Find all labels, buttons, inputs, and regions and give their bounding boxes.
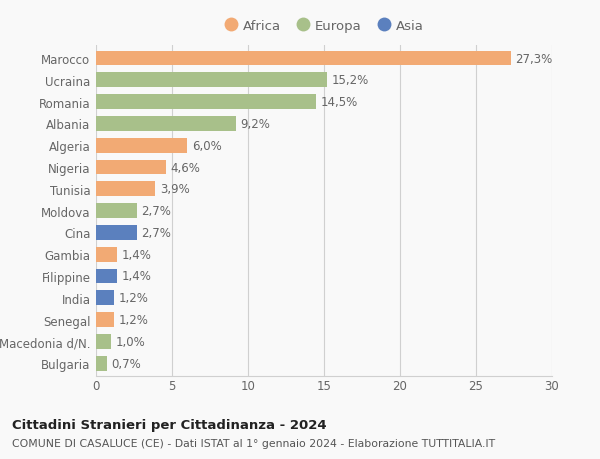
Text: 15,2%: 15,2%	[332, 74, 369, 87]
Text: 27,3%: 27,3%	[515, 52, 553, 66]
Text: 1,4%: 1,4%	[122, 248, 152, 261]
Bar	[96, 51, 511, 67]
Text: 1,4%: 1,4%	[122, 270, 152, 283]
Bar	[96, 204, 137, 218]
Legend: Africa, Europa, Asia: Africa, Europa, Asia	[224, 19, 424, 33]
Text: 3,9%: 3,9%	[160, 183, 190, 196]
Text: 2,7%: 2,7%	[142, 205, 172, 218]
Text: 0,7%: 0,7%	[111, 357, 141, 370]
Text: 9,2%: 9,2%	[241, 118, 270, 131]
Text: COMUNE DI CASALUCE (CE) - Dati ISTAT al 1° gennaio 2024 - Elaborazione TUTTITALI: COMUNE DI CASALUCE (CE) - Dati ISTAT al …	[12, 438, 495, 448]
Bar	[96, 313, 114, 327]
Text: 1,2%: 1,2%	[119, 291, 149, 305]
Bar	[96, 117, 236, 132]
Bar	[96, 182, 155, 197]
Text: 4,6%: 4,6%	[170, 161, 200, 174]
Text: 2,7%: 2,7%	[142, 226, 172, 239]
Bar	[96, 95, 316, 110]
Bar	[96, 160, 166, 175]
Bar	[96, 356, 107, 371]
Bar	[96, 269, 117, 284]
Bar	[96, 291, 114, 306]
Text: Cittadini Stranieri per Cittadinanza - 2024: Cittadini Stranieri per Cittadinanza - 2…	[12, 418, 326, 431]
Text: 14,5%: 14,5%	[321, 96, 358, 109]
Bar	[96, 225, 137, 240]
Text: 1,0%: 1,0%	[116, 335, 146, 348]
Text: 1,2%: 1,2%	[119, 313, 149, 326]
Bar	[96, 334, 111, 349]
Text: 6,0%: 6,0%	[192, 140, 221, 152]
Bar	[96, 73, 327, 88]
Bar	[96, 139, 187, 153]
Bar	[96, 247, 117, 262]
